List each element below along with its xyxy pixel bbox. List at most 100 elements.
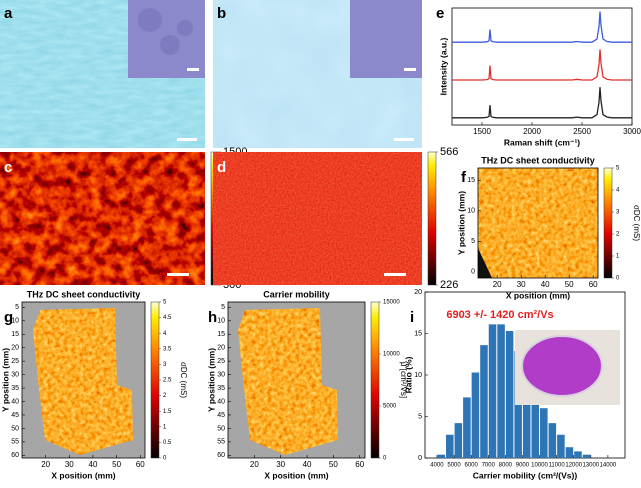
colorbar-tick-label: 0.5 <box>163 440 172 446</box>
x-tick-label: 1500 <box>473 127 491 136</box>
colorbar-tick-label: 5 <box>616 166 620 172</box>
annotation: 6903 +/- 1420 cm²/Vs <box>446 309 553 321</box>
x-axis-label: X position (mm) <box>264 470 328 480</box>
colorbar-tick-label: 15000 <box>383 300 400 306</box>
y-tick-label: 10 <box>467 208 475 215</box>
axes-frame <box>451 7 633 126</box>
panel-label: b <box>217 5 226 22</box>
inset-domain <box>138 8 162 32</box>
x-axis-label: Raman shift (cm⁻¹) <box>504 137 580 147</box>
y-tick-label: 55 <box>11 439 19 446</box>
x-axis-label: Carrier mobility (cm²/(Vs)) <box>473 470 578 480</box>
inset-scale-bar <box>187 68 199 71</box>
x-tick-label: 13000 <box>582 463 599 469</box>
x-tick-label: 2000 <box>523 127 541 136</box>
y-tick-label: 25 <box>11 358 19 365</box>
y-tick-label: 5 <box>221 304 225 311</box>
colorbar-label: σDC (mS) <box>632 205 641 241</box>
panel-label: a <box>4 5 13 22</box>
x-tick-label: 20 <box>493 280 502 289</box>
y-tick-label: 45 <box>217 412 225 419</box>
histogram-bar <box>582 454 591 458</box>
y-axis-label: Y position (mm) <box>206 348 216 412</box>
colorbar-tick-label: 2 <box>616 232 620 238</box>
y-tick-label: 20 <box>11 345 19 352</box>
inset-scale-bar <box>404 68 416 71</box>
axes-frame <box>21 301 146 459</box>
colorbar-tick-label: 5000 <box>383 404 397 410</box>
x-tick-label: 10000 <box>531 463 548 469</box>
y-axis-label: Y position (mm) <box>456 191 466 255</box>
spectrum-line <box>452 11 632 43</box>
panel-title: THz DC sheet conductivity <box>481 155 595 165</box>
histogram-bar <box>574 451 582 458</box>
colorbar-tick-label: 0 <box>383 456 387 462</box>
inset-domain <box>177 20 193 36</box>
x-tick-label: 3000 <box>623 127 641 136</box>
x-tick-label: 50 <box>329 460 338 469</box>
colorbar-tick-label: 2.5 <box>163 378 172 384</box>
histogram-bar <box>488 324 497 458</box>
colorbar-tick-label: 3.5 <box>163 346 172 352</box>
colorbar-tick-label: 10000 <box>383 352 400 358</box>
y-tick-label: 25 <box>217 358 225 365</box>
x-tick-label: 11000 <box>548 463 565 469</box>
map-edge <box>478 248 492 278</box>
scale-bar <box>167 273 189 276</box>
panel-label: d <box>217 159 226 176</box>
y-tick-label: 60 <box>11 452 19 459</box>
panel-label: g <box>4 309 13 326</box>
scale-bar <box>177 138 197 141</box>
y-tick-label: 10 <box>414 372 422 379</box>
y-tick-label: 5 <box>471 238 475 245</box>
colorbar-tick-label: 1 <box>616 254 620 260</box>
x-tick-label: 30 <box>276 460 285 469</box>
y-tick-label: 5 <box>15 304 19 311</box>
heatmap-image <box>213 152 422 285</box>
y-tick-label: 10 <box>11 318 19 325</box>
y-tick-label: 20 <box>217 345 225 352</box>
x-tick-label: 5000 <box>447 463 461 469</box>
y-tick-label: 60 <box>217 452 225 459</box>
y-tick-label: 15 <box>414 330 422 337</box>
y-axis-label: Y position (mm) <box>0 348 10 412</box>
x-tick-label: 60 <box>136 460 145 469</box>
x-tick-label: 7000 <box>482 463 496 469</box>
colorbar-label: σDC (mS) <box>179 362 188 398</box>
spectrum-line <box>452 87 632 119</box>
y-tick-label: 0 <box>418 455 422 462</box>
panel-label: f <box>461 169 467 186</box>
inset-domain <box>160 35 180 55</box>
colorbar-tick-label: 1.5 <box>163 409 172 415</box>
histogram-bar <box>531 390 540 458</box>
colorbar-tick-label: 4 <box>163 331 167 337</box>
x-tick-label: 40 <box>303 460 312 469</box>
x-tick-label: 12000 <box>565 463 582 469</box>
panel-label: h <box>208 309 217 326</box>
y-tick-label: 5 <box>418 413 422 420</box>
x-tick-label: 40 <box>89 460 98 469</box>
y-tick-label: 35 <box>11 385 19 392</box>
y-tick-label: 15 <box>11 331 19 338</box>
x-tick-label: 14000 <box>600 463 617 469</box>
y-tick-label: 55 <box>217 439 225 446</box>
y-tick-label: 20 <box>414 289 422 296</box>
colorbar-tick-label: 566 <box>440 146 458 158</box>
axes-frame <box>227 301 366 459</box>
x-tick-label: 30 <box>65 460 74 469</box>
colorbar-tick-label: 0 <box>163 456 167 462</box>
histogram-bar <box>480 345 488 458</box>
colorbar-tick-label: 1 <box>163 424 167 430</box>
histogram-bar <box>471 372 480 458</box>
y-tick-label: 15 <box>467 177 475 184</box>
x-axis-label: X position (mm) <box>51 470 115 480</box>
scale-bar <box>384 273 406 276</box>
axes-frame <box>477 167 599 279</box>
x-axis-label: X position (mm) <box>506 290 570 300</box>
y-tick-label: 40 <box>11 398 19 405</box>
spectrum-line <box>452 49 632 81</box>
histogram-bar <box>565 447 574 458</box>
x-tick-label: 4000 <box>430 463 444 469</box>
panel-title: THz DC sheet conductivity <box>27 289 141 299</box>
panel-label: e <box>436 5 444 22</box>
